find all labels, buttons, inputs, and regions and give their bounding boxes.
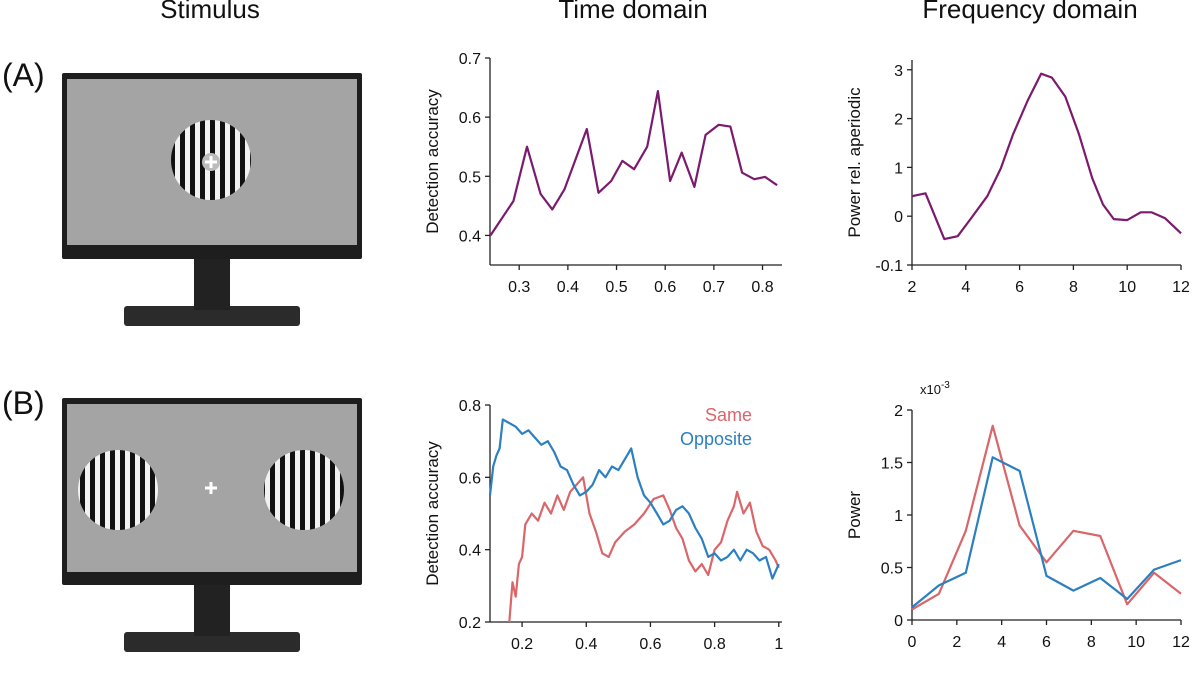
row-label: (B) (2, 385, 45, 421)
y-tick-label: 0.4 (459, 543, 481, 560)
row-label: (A) (2, 57, 45, 93)
y-tick-label: 0 (894, 209, 903, 226)
y-tick-label: 0.2 (459, 615, 481, 632)
x-tick-label: 0.2 (511, 636, 533, 653)
legend-entry: Opposite (680, 429, 752, 449)
x-tick-label: 0 (908, 634, 917, 651)
x-tick-label: 10 (1118, 279, 1136, 296)
y-tick-label: 1 (894, 508, 903, 525)
x-tick-label: 4 (997, 634, 1006, 651)
x-tick-label: 2 (908, 279, 917, 296)
x-tick-label: 10 (1127, 634, 1145, 651)
y-tick-label: 0.4 (459, 228, 481, 245)
x-tick-label: 0.8 (703, 636, 725, 653)
x-tick-label: 8 (1087, 634, 1096, 651)
data-line (911, 456, 1182, 609)
y-axis-label: Detection accuracy (423, 89, 442, 234)
y-tick-label: 0 (894, 613, 903, 630)
x-tick-label: 1 (774, 636, 783, 653)
x-tick-label: 0.8 (751, 279, 773, 296)
x-tick-label: 0.5 (605, 279, 627, 296)
x-tick-label: 4 (961, 279, 970, 296)
y-tick-label: 0.5 (881, 561, 903, 578)
y-tick-label: 0.6 (459, 110, 481, 127)
x-tick-label: 0.4 (575, 636, 597, 653)
x-tick-label: 6 (1042, 634, 1051, 651)
y-tick-label: 3 (894, 63, 903, 80)
x-tick-label: 12 (1172, 279, 1190, 296)
y-tick-label: 0.6 (459, 470, 481, 487)
x-tick-label: 12 (1172, 634, 1190, 651)
legend-entry: Same (705, 405, 752, 425)
column-header: Frequency domain (922, 0, 1137, 24)
column-header: Stimulus (160, 0, 260, 24)
y-tick-label: 0.7 (459, 51, 481, 68)
y-tick-label: 2 (894, 403, 903, 420)
y-axis-label: Detection accuracy (423, 441, 442, 586)
y-tick-label: 1.5 (881, 456, 903, 473)
x-tick-label: 8 (1069, 279, 1078, 296)
scale-exponent: -3 (941, 380, 950, 391)
monitor-b (62, 398, 362, 652)
y-tick-label: 1 (894, 160, 903, 177)
scale-base: x10 (920, 382, 941, 397)
data-line (508, 476, 780, 623)
column-header: Time domain (558, 0, 707, 24)
x-tick-label: 2 (952, 634, 961, 651)
y-tick-label: 0.5 (459, 169, 481, 186)
data-line (488, 418, 780, 580)
y-axis-label: Power rel. aperiodic (845, 87, 864, 238)
y-axis-label: Power (845, 491, 864, 540)
y-tick-label: 2 (894, 112, 903, 129)
x-tick-label: 0.6 (654, 279, 676, 296)
y-tick-label: 0.8 (459, 398, 481, 415)
scale-note: x10-3 (920, 380, 950, 397)
x-tick-label: 0.4 (557, 279, 579, 296)
monitor-a (62, 73, 362, 326)
x-tick-label: 0.7 (703, 279, 725, 296)
data-line (489, 90, 778, 237)
x-tick-label: 6 (1015, 279, 1024, 296)
y-tick-label: -0.1 (875, 258, 903, 275)
x-tick-label: 0.3 (508, 279, 530, 296)
x-tick-label: 0.6 (639, 636, 661, 653)
data-line (911, 424, 1182, 611)
data-line (911, 72, 1182, 241)
